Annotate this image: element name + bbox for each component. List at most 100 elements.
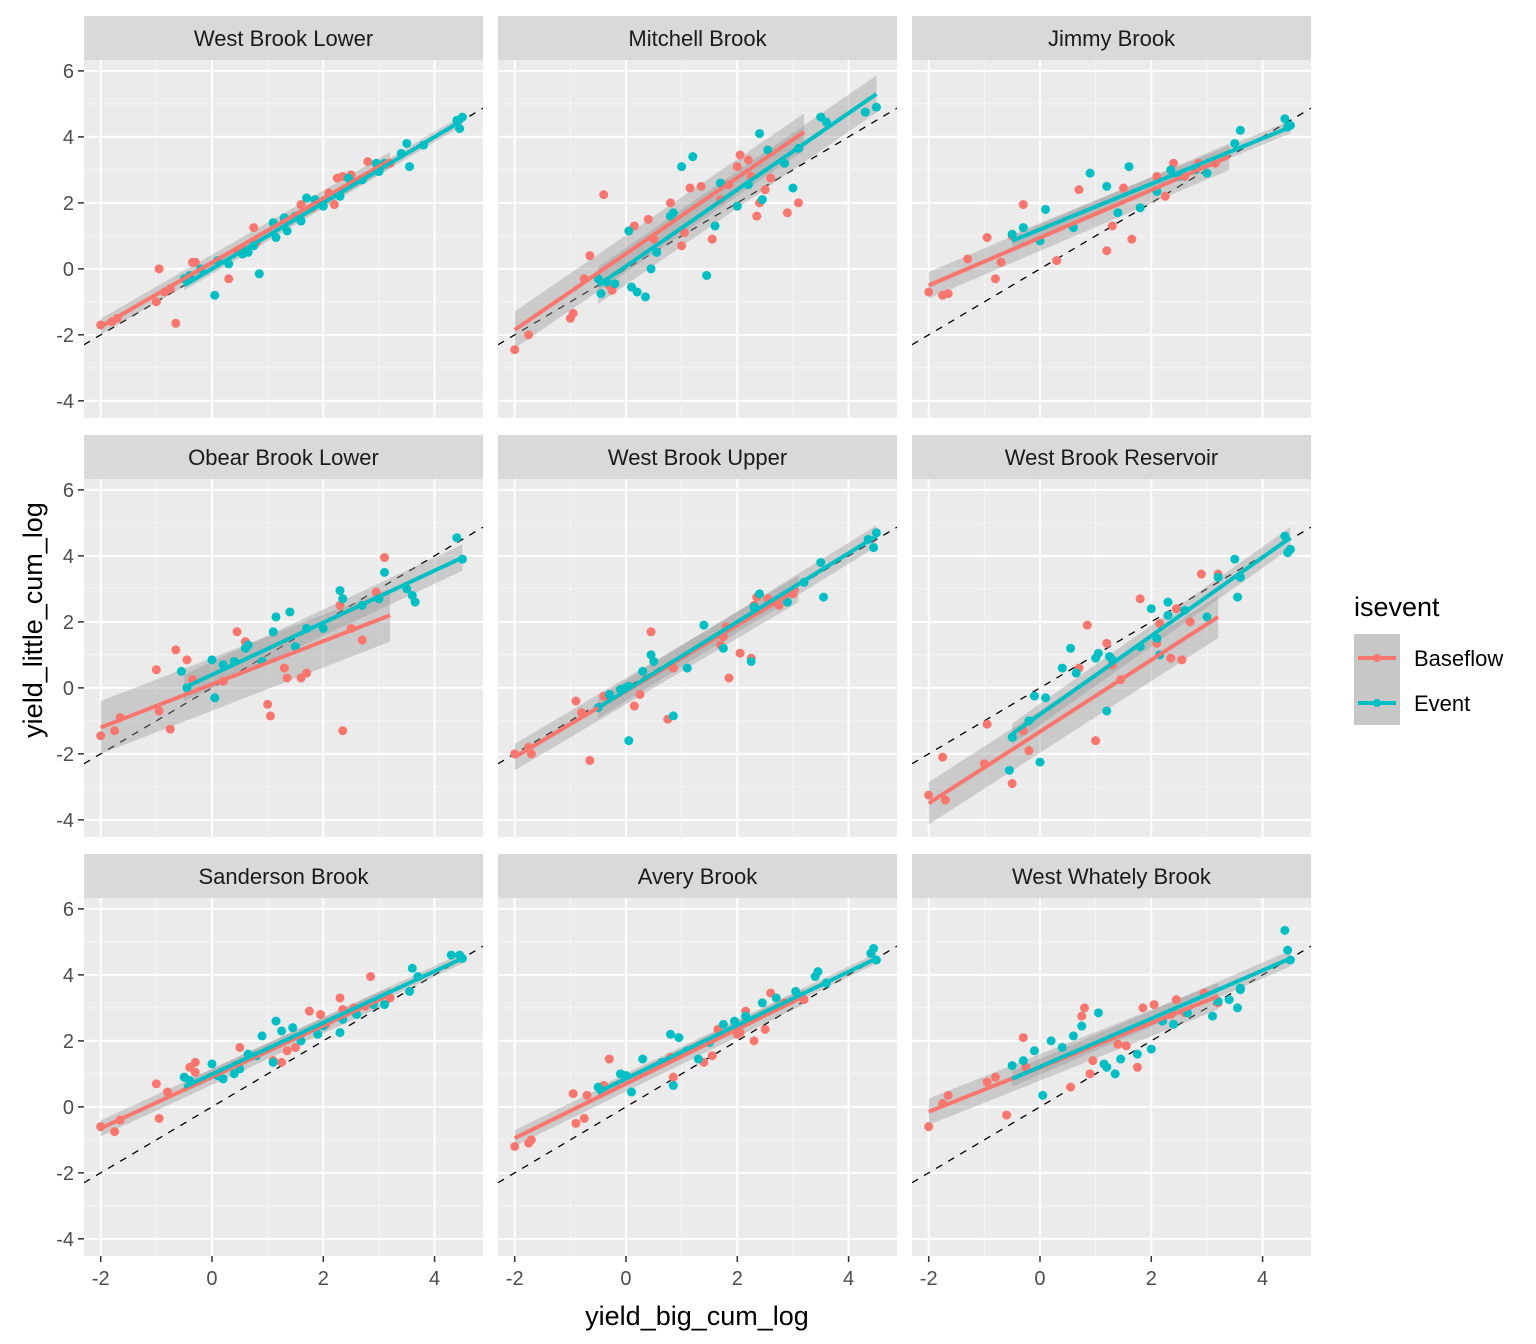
data-point-baseflow (794, 198, 804, 208)
data-point-event (693, 1054, 703, 1064)
data-point-baseflow (579, 1113, 589, 1123)
data-point-baseflow (752, 211, 762, 221)
x-tick-label: 4 (843, 1268, 854, 1290)
data-point-event (624, 226, 634, 236)
fit-line-baseflow (99, 613, 391, 730)
y-tick-label: 0 (63, 678, 74, 700)
data-point-event (860, 107, 870, 117)
data-point-event (407, 963, 417, 973)
x-tick-label: -2 (92, 1268, 110, 1290)
data-point-baseflow (290, 1042, 300, 1052)
data-point-baseflow (277, 1057, 287, 1067)
panel-background (498, 60, 897, 418)
data-point-event (668, 711, 678, 721)
panel-background (912, 898, 1311, 1256)
panel-mitchell-brook: Mitchell Brook (498, 16, 897, 418)
data-point-baseflow (668, 1072, 678, 1082)
data-point-baseflow (1082, 620, 1092, 630)
data-point-baseflow (279, 663, 289, 673)
fit-line-baseflow (927, 154, 1230, 288)
data-point-baseflow (982, 1077, 992, 1087)
data-point-baseflow (585, 755, 595, 765)
data-point-baseflow (599, 190, 609, 200)
panel-west-brook-upper: West Brook Upper (498, 435, 897, 837)
data-point-baseflow (224, 274, 234, 284)
data-point-event (771, 993, 781, 1003)
plot-area (912, 107, 1311, 346)
data-point-event (674, 1033, 684, 1043)
fit-line-baseflow (513, 130, 806, 332)
data-point-event (638, 1054, 648, 1064)
panel-background (84, 60, 483, 418)
x-tick-label: 0 (206, 1268, 217, 1290)
data-point-baseflow (263, 699, 273, 709)
data-point-event (757, 195, 767, 205)
data-point-event (1004, 765, 1014, 775)
plot-area (498, 525, 897, 771)
data-point-baseflow (510, 1141, 520, 1151)
data-point-event (1208, 1011, 1218, 1021)
data-point-event (699, 620, 709, 630)
data-point-event (1007, 1061, 1017, 1071)
panel-title: Mitchell Brook (628, 26, 767, 51)
data-point-baseflow (1118, 183, 1128, 193)
legend-key-event-point (1373, 699, 1381, 707)
data-point-baseflow (1149, 1000, 1159, 1010)
panel-west-brook-lower: West Brook Lower -4 -2 0 2 4 6 (56, 16, 483, 418)
data-point-event (1102, 1062, 1112, 1072)
fit-line-baseflow (513, 994, 805, 1141)
data-point-baseflow (1113, 1039, 1123, 1049)
data-point-event (1018, 223, 1028, 233)
data-point-baseflow (924, 790, 934, 800)
data-point-event (207, 1059, 217, 1069)
data-point-baseflow (1121, 1041, 1131, 1051)
data-point-event (1029, 691, 1039, 701)
panel-title: West Brook Lower (194, 26, 373, 51)
data-point-event (596, 289, 606, 299)
x-tick-label: -2 (920, 1268, 938, 1290)
panel-sanderson-brook: Sanderson Brook -4 -2 0 2 4 6 -2 0 2 4 (56, 854, 483, 1290)
panel-obear-brook-lower: Obear Brook Lower -4 -2 0 2 4 6 (56, 435, 483, 837)
fit-line-event (183, 555, 464, 690)
fit-line-event (597, 534, 878, 710)
data-point-baseflow (110, 726, 120, 736)
y-tick-label: 0 (63, 259, 74, 281)
panel-background (84, 898, 483, 1256)
y-tick-label: 6 (63, 480, 74, 502)
data-point-baseflow (302, 668, 312, 678)
data-point-baseflow (329, 200, 339, 210)
data-point-baseflow (760, 1024, 770, 1034)
data-point-event (1038, 1090, 1048, 1100)
data-point-event (1224, 995, 1234, 1005)
data-point-event (1280, 114, 1290, 124)
y-tick-label: 4 (63, 965, 74, 987)
data-point-event (405, 162, 415, 172)
data-point-event (257, 1031, 267, 1041)
data-point-event (682, 663, 692, 673)
data-point-event (1102, 706, 1112, 716)
data-point-event (1132, 1049, 1142, 1059)
x-tick-label: 0 (1034, 1268, 1045, 1290)
data-point-baseflow (1080, 1003, 1090, 1013)
data-point-event (649, 656, 659, 666)
fit-line-event (183, 118, 464, 288)
data-point-baseflow (171, 645, 181, 655)
x-tick-label: 0 (620, 1268, 631, 1290)
data-point-baseflow (1024, 746, 1034, 756)
data-point-baseflow (635, 689, 645, 699)
data-point-event (1007, 229, 1017, 239)
x-axis-title: yield_big_cum_log (585, 1301, 809, 1331)
data-point-event (282, 226, 292, 236)
legend-item-event: Event (1358, 691, 1470, 716)
data-point-event (318, 623, 328, 633)
data-point-baseflow (982, 233, 992, 243)
data-point-event (1093, 648, 1103, 658)
data-point-event (632, 287, 642, 297)
data-point-baseflow (363, 157, 373, 167)
data-point-baseflow (743, 155, 753, 165)
data-point-baseflow (735, 648, 745, 658)
data-point-event (638, 666, 648, 676)
fit-line-event (1011, 956, 1292, 1081)
data-point-baseflow (732, 162, 742, 172)
data-point-event (1124, 162, 1134, 172)
